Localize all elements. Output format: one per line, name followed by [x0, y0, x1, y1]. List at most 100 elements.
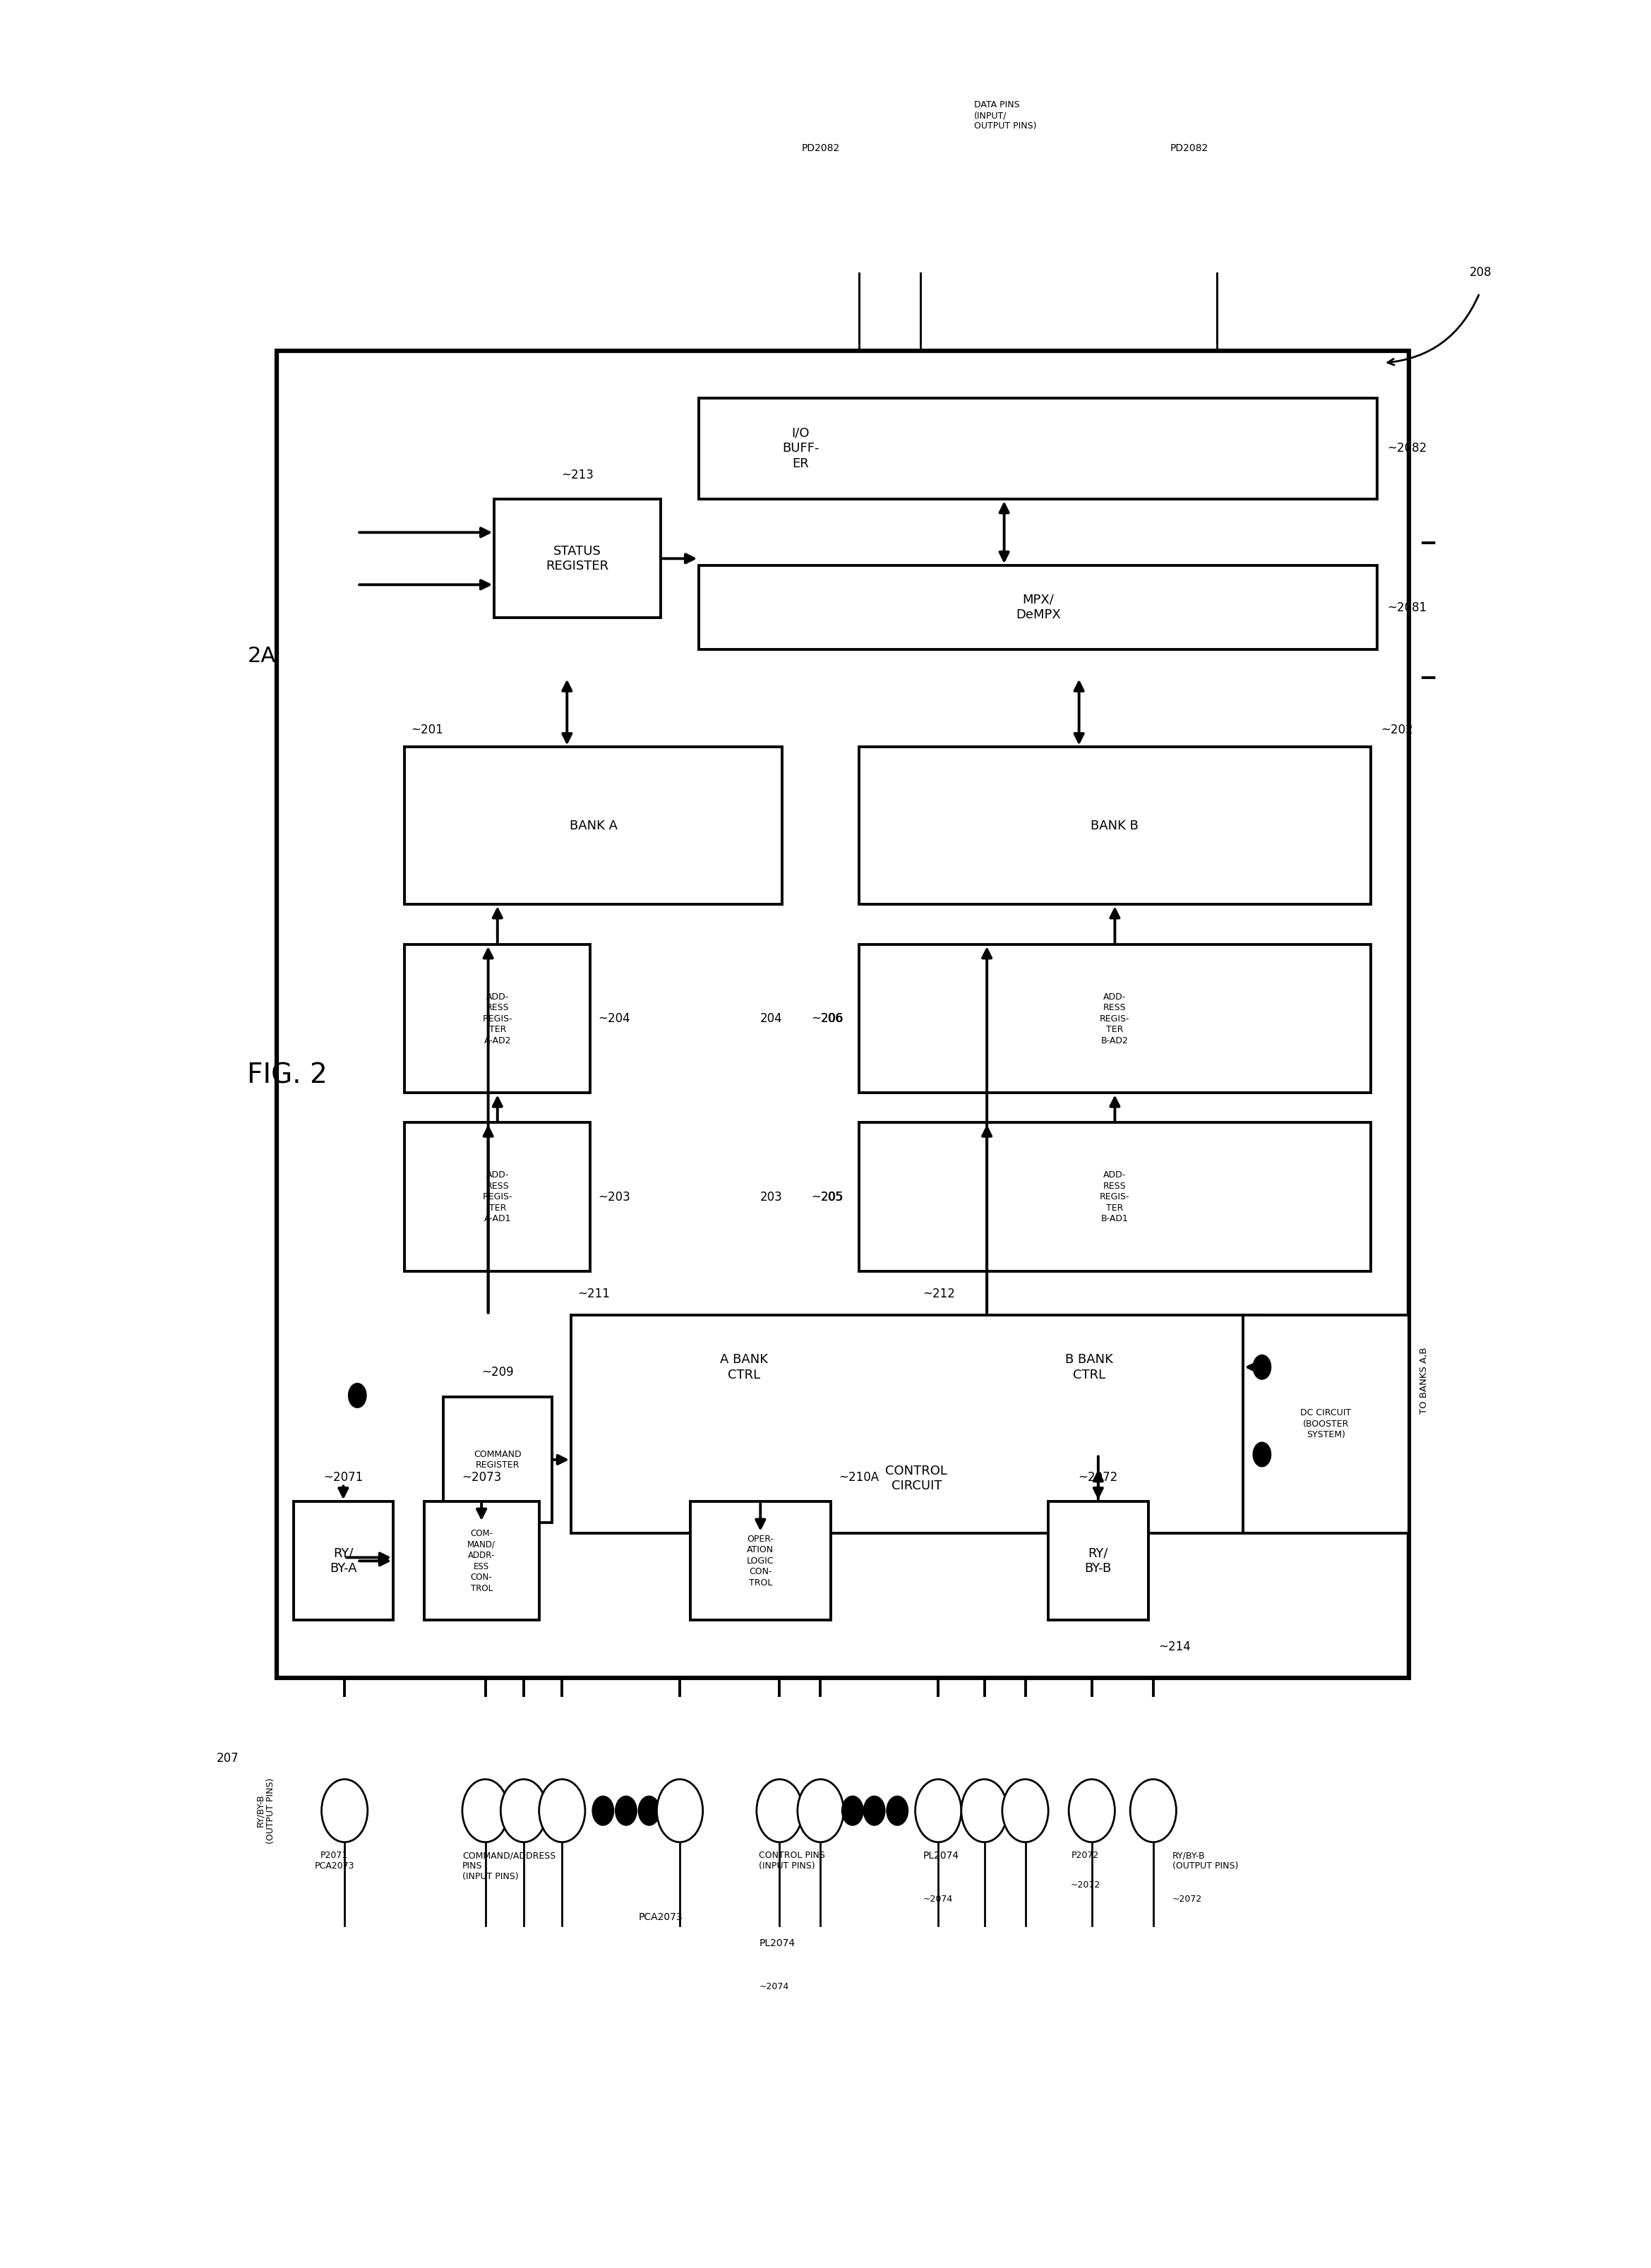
Text: STATUS
REGISTER: STATUS REGISTER — [546, 544, 609, 572]
Text: CONTROL PINS
(INPUT PINS): CONTROL PINS (INPUT PINS) — [759, 1851, 826, 1871]
Text: RY/BY-B
(OUTPUT PINS): RY/BY-B (OUTPUT PINS) — [256, 1778, 276, 1844]
Text: ADD-
RESS
REGIS-
TER
A-AD1: ADD- RESS REGIS- TER A-AD1 — [482, 1170, 512, 1222]
Text: TO BANKS A,B: TO BANKS A,B — [1420, 1347, 1428, 1413]
Text: ~2074: ~2074 — [759, 1982, 789, 1991]
Text: ~213: ~213 — [561, 469, 594, 481]
Text: ~2072: ~2072 — [1070, 1880, 1100, 1889]
Circle shape — [982, 213, 1004, 240]
Text: ~202: ~202 — [1380, 723, 1413, 737]
Text: P2072: P2072 — [1071, 1851, 1100, 1860]
FancyBboxPatch shape — [1048, 1501, 1147, 1619]
FancyBboxPatch shape — [294, 1501, 393, 1619]
Circle shape — [1014, 213, 1037, 240]
Text: ~2071: ~2071 — [324, 1470, 363, 1483]
Text: PL2074: PL2074 — [759, 1939, 796, 1948]
FancyBboxPatch shape — [571, 1315, 1261, 1533]
Text: 204: 204 — [759, 1012, 783, 1025]
Circle shape — [1002, 1780, 1048, 1842]
Circle shape — [1068, 1780, 1114, 1842]
Text: OPER-
ATION
LOGIC
CON-
TROL: OPER- ATION LOGIC CON- TROL — [746, 1535, 774, 1588]
Text: BANK B: BANK B — [1091, 819, 1139, 832]
FancyBboxPatch shape — [404, 943, 591, 1093]
Circle shape — [797, 1780, 844, 1842]
Text: ~203: ~203 — [598, 1191, 631, 1204]
Text: COMMAND/ADDRESS
PINS
(INPUT PINS): COMMAND/ADDRESS PINS (INPUT PINS) — [462, 1851, 556, 1880]
Circle shape — [756, 1780, 802, 1842]
Text: 208: 208 — [1469, 265, 1491, 279]
Text: ~204: ~204 — [598, 1012, 631, 1025]
Text: ~2081: ~2081 — [1387, 601, 1426, 615]
Text: RY/
BY-B: RY/ BY-B — [1085, 1547, 1111, 1574]
Circle shape — [657, 1780, 703, 1842]
Text: ~211: ~211 — [578, 1288, 609, 1300]
Text: 203: 203 — [759, 1191, 783, 1204]
Text: PL2074: PL2074 — [923, 1851, 959, 1860]
Text: ~2074: ~2074 — [923, 1894, 953, 1903]
Circle shape — [887, 1796, 908, 1826]
Text: 205: 205 — [821, 1191, 844, 1204]
Text: MPX/
DeMPX: MPX/ DeMPX — [1015, 594, 1060, 621]
Text: ~210A: ~210A — [839, 1470, 878, 1483]
Circle shape — [842, 1796, 863, 1826]
FancyBboxPatch shape — [442, 1397, 551, 1522]
Text: CONTROL
CIRCUIT: CONTROL CIRCUIT — [885, 1465, 948, 1492]
Circle shape — [898, 195, 943, 259]
Text: 206: 206 — [821, 1012, 844, 1025]
FancyBboxPatch shape — [690, 1501, 830, 1619]
Circle shape — [961, 1780, 1007, 1842]
Text: ~2082: ~2082 — [1387, 442, 1426, 456]
Text: PD2082: PD2082 — [1171, 143, 1209, 154]
Text: ADD-
RESS
REGIS-
TER
A-AD2: ADD- RESS REGIS- TER A-AD2 — [482, 993, 512, 1046]
Text: ADD-
RESS
REGIS-
TER
B-AD2: ADD- RESS REGIS- TER B-AD2 — [1100, 993, 1129, 1046]
FancyBboxPatch shape — [859, 943, 1370, 1093]
Text: A BANK
CTRL: A BANK CTRL — [720, 1354, 768, 1381]
Text: RY/BY-B
(OUTPUT PINS): RY/BY-B (OUTPUT PINS) — [1172, 1851, 1238, 1871]
Text: DC CIRCUIT
(BOOSTER
SYSTEM): DC CIRCUIT (BOOSTER SYSTEM) — [1301, 1408, 1352, 1440]
Circle shape — [1071, 213, 1093, 240]
Text: ~2072: ~2072 — [1172, 1894, 1202, 1903]
Circle shape — [348, 1383, 367, 1408]
Circle shape — [322, 1780, 368, 1842]
FancyBboxPatch shape — [424, 1501, 538, 1619]
Circle shape — [863, 1796, 885, 1826]
FancyBboxPatch shape — [277, 352, 1410, 1678]
Circle shape — [639, 1796, 660, 1826]
Circle shape — [835, 195, 882, 259]
Text: ~205: ~205 — [811, 1191, 844, 1204]
Text: I/O
BUFF-
ER: I/O BUFF- ER — [783, 426, 819, 469]
FancyBboxPatch shape — [494, 499, 660, 617]
Text: PD2082: PD2082 — [801, 143, 840, 154]
Circle shape — [462, 1780, 509, 1842]
Text: ~201: ~201 — [411, 723, 444, 737]
Text: DATA PINS
(INPUT/
OUTPUT PINS): DATA PINS (INPUT/ OUTPUT PINS) — [974, 100, 1037, 132]
Text: ~2073: ~2073 — [462, 1470, 502, 1483]
Text: COM-
MAND/
ADDR-
ESS
CON-
TROL: COM- MAND/ ADDR- ESS CON- TROL — [467, 1529, 495, 1592]
Text: ~214: ~214 — [1159, 1640, 1190, 1653]
FancyBboxPatch shape — [698, 397, 1377, 499]
Text: B BANK
CTRL: B BANK CTRL — [1065, 1354, 1113, 1381]
Circle shape — [1194, 195, 1240, 259]
Text: COMMAND
REGISTER: COMMAND REGISTER — [474, 1449, 522, 1470]
Text: 207: 207 — [216, 1751, 239, 1765]
Circle shape — [915, 1780, 961, 1842]
Text: 2A: 2A — [248, 646, 276, 667]
Circle shape — [1131, 1780, 1176, 1842]
Text: ~212: ~212 — [923, 1288, 956, 1300]
Text: PCA2073: PCA2073 — [639, 1912, 684, 1921]
Text: RY/
BY-A: RY/ BY-A — [330, 1547, 357, 1574]
Circle shape — [538, 1780, 584, 1842]
Circle shape — [1253, 1354, 1271, 1379]
Text: ~206: ~206 — [811, 1012, 844, 1025]
Circle shape — [500, 1780, 546, 1842]
Circle shape — [1253, 1442, 1271, 1467]
FancyBboxPatch shape — [404, 1123, 591, 1270]
Circle shape — [593, 1796, 614, 1826]
Text: ADD-
RESS
REGIS-
TER
B-AD1: ADD- RESS REGIS- TER B-AD1 — [1100, 1170, 1129, 1222]
Text: ~2072: ~2072 — [1078, 1470, 1118, 1483]
FancyBboxPatch shape — [698, 565, 1377, 649]
Text: BANK A: BANK A — [570, 819, 617, 832]
FancyBboxPatch shape — [404, 746, 783, 905]
Circle shape — [616, 1796, 637, 1826]
Text: FIG. 2: FIG. 2 — [248, 1061, 327, 1089]
FancyBboxPatch shape — [859, 746, 1370, 905]
